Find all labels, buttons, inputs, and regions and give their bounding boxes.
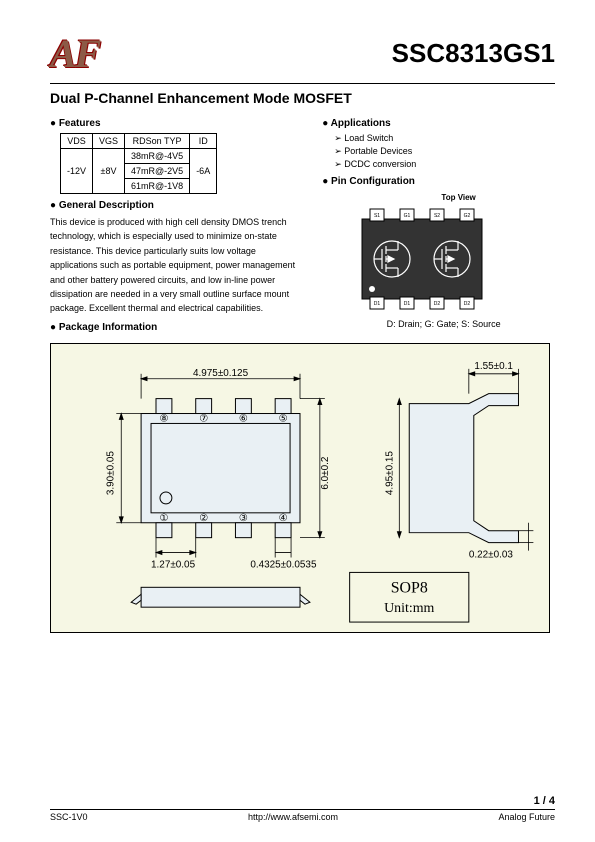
footer-left: SSC-1V0 [50,812,88,822]
gendesc-text: This device is produced with high cell d… [50,215,302,316]
svg-text:6.0±0.2: 6.0±0.2 [320,456,331,490]
app-item-2: DCDC conversion [334,159,555,170]
topview-label: Top View [362,193,555,202]
svg-text:②: ② [199,513,208,524]
th-vds: VDS [61,134,93,149]
td-vds: -12V [61,149,93,194]
app-item-0: Load Switch [334,133,555,144]
pin-caption: D: Drain; G: Gate; S: Source [332,319,555,329]
td-id: -6A [190,149,217,194]
footer: 1 / 4 SSC-1V0 http://www.afsemi.com Anal… [50,795,555,822]
th-id: ID [190,134,217,149]
svg-text:Unit:mm: Unit:mm [384,601,434,616]
svg-text:③: ③ [239,513,248,524]
svg-text:1.55±0.1: 1.55±0.1 [474,361,513,372]
svg-text:1.27±0.05: 1.27±0.05 [151,559,196,570]
svg-text:D1: D1 [404,301,411,307]
td-rdson-0: 38mR@-4V5 [125,149,190,164]
app-item-1: Portable Devices [334,146,555,157]
th-vgs: VGS [93,134,125,149]
page-number: 1 / 4 [50,795,555,807]
svg-text:G2: G2 [464,213,471,219]
svg-text:④: ④ [279,513,288,524]
svg-text:①: ① [159,513,168,524]
svg-text:SOP8: SOP8 [391,579,428,596]
td-vgs: ±8V [93,149,125,194]
svg-text:0.22±0.03: 0.22±0.03 [469,549,514,560]
part-number: SSC8313GS1 [392,38,555,69]
svg-text:D2: D2 [434,301,441,307]
applications-list: Load Switch Portable Devices DCDC conver… [334,133,555,170]
svg-text:⑥: ⑥ [239,413,248,424]
svg-text:⑦: ⑦ [199,413,208,424]
svg-text:G1: G1 [404,213,411,219]
svg-text:4.95±0.15: 4.95±0.15 [384,450,395,495]
td-rdson-2: 61mR@-1V8 [125,179,190,194]
features-heading: Features [50,118,302,129]
applications-heading: Applications [322,118,555,129]
svg-text:4.975±0.125: 4.975±0.125 [193,368,249,379]
page-title: Dual P-Channel Enhancement Mode MOSFET [50,90,555,106]
logo: AF [50,30,99,77]
th-rdson: RDSon TYP [125,134,190,149]
package-drawing: ⑧ ⑦ ⑥ ⑤ ① ② ③ ④ 4.975±0.125 [50,343,550,633]
svg-text:⑤: ⑤ [279,413,288,424]
svg-text:3.90±0.05: 3.90±0.05 [105,450,116,495]
svg-text:D2: D2 [464,301,471,307]
td-rdson-1: 47mR@-2V5 [125,164,190,179]
pin-diagram: S1 G1 S2 G2 D1 D1 D2 D2 [342,204,502,314]
features-table: VDS VGS RDSon TYP ID -12V ±8V 38mR@-4V5 … [60,133,217,194]
svg-text:S2: S2 [434,213,440,219]
footer-center: http://www.afsemi.com [248,812,338,822]
svg-text:D1: D1 [374,301,381,307]
svg-text:S1: S1 [374,213,380,219]
pinconfig-heading: Pin Configuration [322,176,555,187]
footer-right: Analog Future [498,812,555,822]
divider [50,83,555,84]
gendesc-heading: General Description [50,200,302,211]
svg-text:⑧: ⑧ [159,413,168,424]
pkginfo-heading: Package Information [50,322,302,333]
svg-text:0.4325±0.0535: 0.4325±0.0535 [250,559,317,570]
